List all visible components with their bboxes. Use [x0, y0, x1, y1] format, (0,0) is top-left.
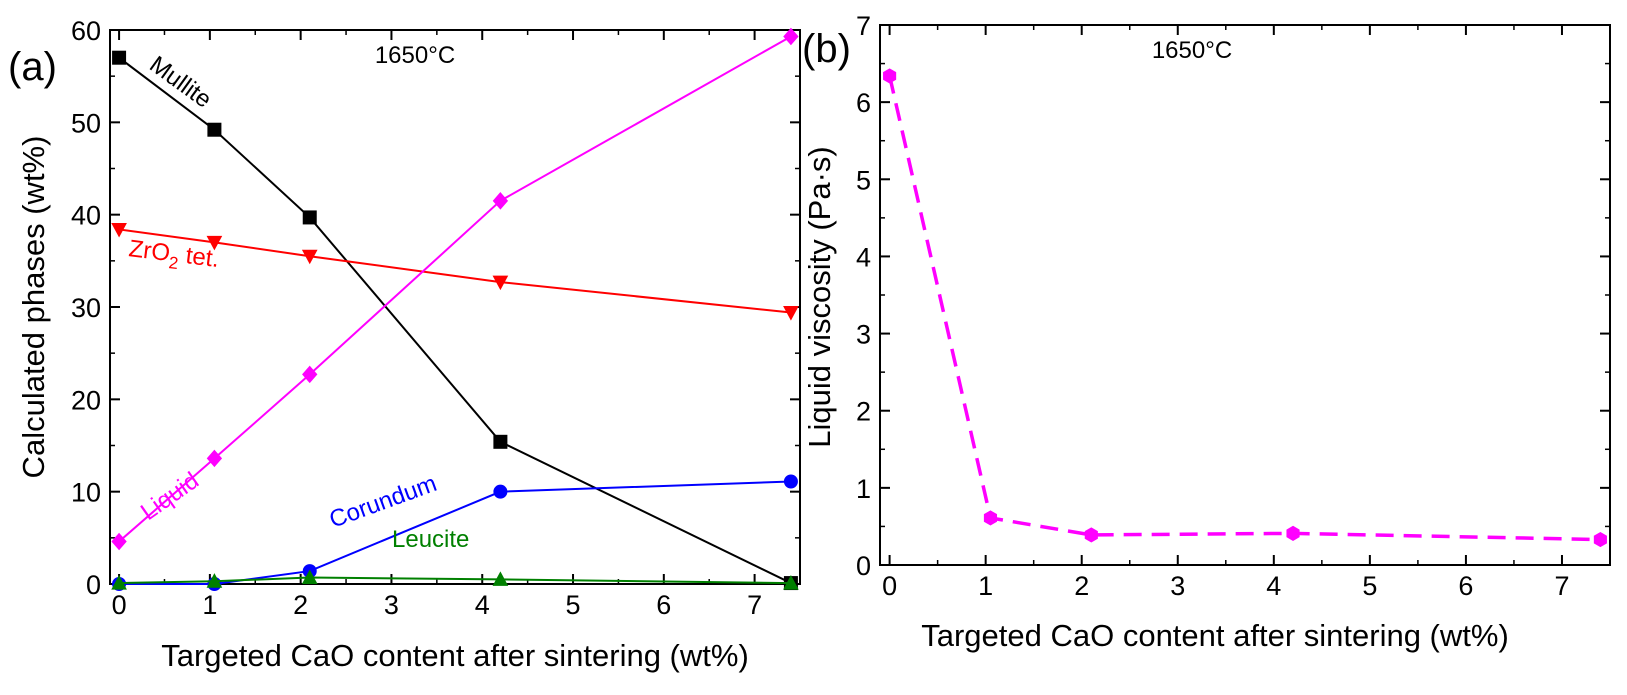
panel-a-liquid-point — [206, 449, 223, 468]
panel-b-y-tick-label: 7 — [856, 11, 871, 41]
panel-a-x-tick-label: 4 — [475, 590, 490, 620]
panel-b-label: (b) — [802, 27, 851, 71]
panel-b-y-tick-label: 3 — [856, 320, 871, 350]
panel-a-y-tick-label: 40 — [71, 201, 101, 231]
zro2-label-subscript: 2 — [168, 253, 180, 273]
panel-b-frame — [879, 24, 1611, 566]
panel-b-series-1-point — [1286, 525, 1300, 541]
panel-a-y-tick-label: 0 — [86, 570, 101, 600]
zro2-label-main: ZrO — [127, 235, 171, 267]
panel-b-y-tick-label: 5 — [856, 165, 871, 195]
panel-a-leucite-point — [301, 569, 318, 585]
panel-b-x-tick-label: 5 — [1362, 571, 1377, 601]
panel-b: 0 1 2 3 4 5 6 7 0 1 2 3 4 5 6 7 (b) 1650°C Targeted CaO… — [802, 11, 1611, 653]
panel-a-series — [111, 27, 799, 591]
panel-b-y-tick-label: 2 — [856, 397, 871, 427]
panel-a-x-tick-label: 5 — [566, 590, 581, 620]
panel-b-x-tick-label: 6 — [1458, 571, 1473, 601]
zro2-label: ZrO2 tet. — [127, 235, 221, 278]
panel-a-frame — [109, 29, 801, 585]
panel-b-ticks: 0 1 2 3 4 5 6 7 0 1 2 3 4 5 6 7 — [856, 11, 1611, 601]
panel-a-corundum-point — [783, 474, 798, 489]
panel-a-y-axis-label: Calculated phases (wt%) — [16, 136, 51, 479]
panel-a-mullite-point — [493, 434, 508, 449]
panel-b-y-tick-label: 4 — [856, 242, 871, 272]
panel-a: 0 1 2 3 4 5 6 7 0 10 20 30 40 50 60 (a) 1650°C Targete… — [8, 16, 801, 673]
panel-a-ticks: 0 1 2 3 4 5 6 7 0 10 20 30 40 50 60 — [71, 16, 801, 620]
panel-a-mullite-point — [112, 50, 127, 65]
panel-a-x-tick-label: 2 — [293, 590, 308, 620]
panel-b-series-1-point — [983, 510, 998, 526]
leucite-label: Leucite — [392, 526, 469, 553]
panel-b-series — [883, 68, 1607, 548]
panel-b-y-tick-label: 1 — [856, 474, 871, 504]
panel-a-y-tick-label: 30 — [71, 293, 101, 323]
panel-a-corundum-point — [493, 484, 508, 499]
panel-a-x-tick-label: 6 — [656, 590, 671, 620]
panel-b-series-1-line — [887, 75, 1601, 542]
panel-a-liquid-point — [492, 192, 509, 210]
panel-a-zro2-tet-point — [301, 249, 318, 265]
panel-a-liquid-point — [783, 27, 799, 46]
panel-b-y-tick-label: 0 — [856, 551, 871, 581]
panel-a-y-tick-label: 20 — [71, 385, 101, 415]
panel-a-y-tick-label: 50 — [71, 108, 101, 138]
panel-b-x-tick-label: 4 — [1266, 571, 1281, 601]
panel-a-liquid-line — [118, 35, 792, 543]
panel-a-y-tick-label: 60 — [71, 16, 101, 46]
panel-b-series-1-point — [1084, 527, 1098, 543]
panel-b-x-tick-label: 3 — [1170, 571, 1185, 601]
panel-b-x-tick-label: 7 — [1554, 571, 1569, 601]
panel-b-series-1-point — [883, 68, 897, 84]
panel-a-x-tick-label: 0 — [112, 590, 127, 620]
panel-b-x-axis-label: Targeted CaO content after sintering (wt… — [921, 618, 1509, 653]
panel-a-temperature: 1650°C — [375, 42, 455, 69]
panel-a-x-axis-label: Targeted CaO content after sintering (wt… — [161, 638, 749, 673]
panel-b-x-tick-label: 1 — [978, 571, 993, 601]
panel-a-y-tick-label: 10 — [71, 478, 101, 508]
panel-a-x-tick-label: 1 — [202, 590, 217, 620]
panel-b-temperature: 1650°C — [1152, 37, 1232, 64]
panel-b-x-tick-label: 0 — [882, 571, 897, 601]
panel-a-leucite-point — [206, 573, 223, 588]
panel-a-zro2-tet-point — [206, 235, 223, 251]
panel-a-x-tick-label: 7 — [747, 590, 762, 620]
panel-b-series-1-point — [1593, 531, 1607, 548]
panel-b-y-tick-label: 6 — [856, 88, 871, 118]
panel-a-mullite-point — [207, 122, 222, 137]
panel-a-mullite-point — [302, 210, 317, 225]
panel-a-label: (a) — [8, 45, 57, 89]
panel-a-zro2-tet-point — [492, 275, 509, 291]
panel-a-liquid-point — [111, 532, 127, 551]
panel-a-leucite-point — [492, 571, 509, 586]
panel-a-x-tick-label: 3 — [384, 590, 399, 620]
panel-a-leucite-point — [111, 575, 127, 590]
panel-a-zro2-tet-point — [111, 222, 127, 238]
panel-a-leucite-point — [783, 575, 799, 590]
panel-b-y-axis-label: Liquid viscosity (Pa·s) — [802, 146, 837, 447]
panel-b-x-tick-label: 2 — [1074, 571, 1089, 601]
liquid-label: Liquid — [136, 467, 204, 526]
panel-a-liquid-point — [302, 365, 318, 384]
zro2-label-tail: tet. — [178, 241, 221, 273]
panel-a-zro2-tet-point — [783, 306, 799, 321]
